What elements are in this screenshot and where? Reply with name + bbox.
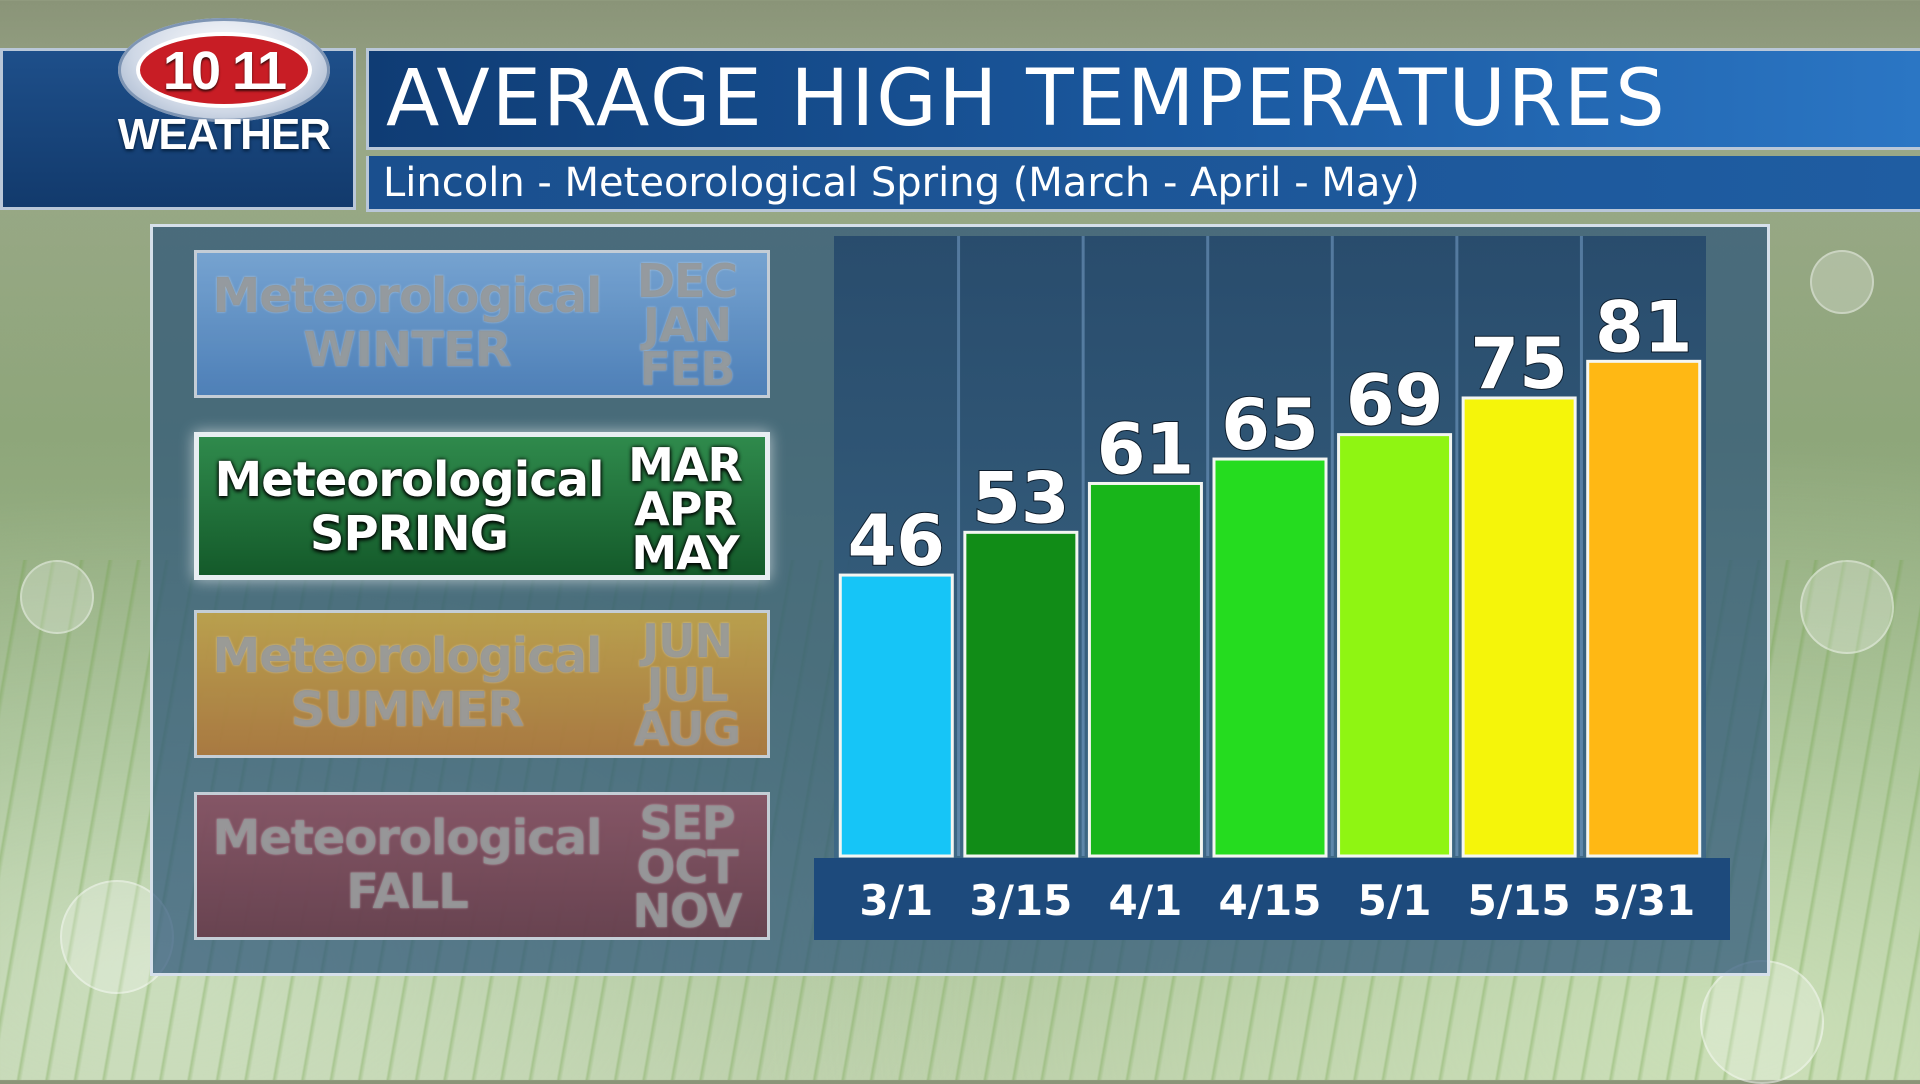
season-name: Meteorological WINTER xyxy=(197,269,617,377)
bar-5-15 xyxy=(1461,396,1577,858)
bokeh-light xyxy=(1800,560,1894,654)
season-month: AUG xyxy=(633,702,741,756)
logo-badge xyxy=(136,32,312,108)
title-bar xyxy=(366,48,1920,150)
logo-number: 10 11 xyxy=(162,41,287,101)
bokeh-light xyxy=(1700,960,1824,1084)
bar-value-label: 61 xyxy=(1097,408,1194,490)
subtitle-bar xyxy=(366,156,1920,212)
bokeh-light xyxy=(1810,250,1874,314)
bar-value-label: 81 xyxy=(1595,286,1692,368)
bar-value-label: 53 xyxy=(972,457,1069,539)
season-months: DEC JAN FEB xyxy=(617,254,757,396)
season-month: NOV xyxy=(632,884,743,938)
season-months: SEP OCT NOV xyxy=(617,796,757,938)
season-card-winter: Meteorological WINTER DEC JAN FEB xyxy=(194,250,770,398)
season-card-summer: Meteorological SUMMER JUN JUL AUG xyxy=(194,610,770,758)
season-month: JUN xyxy=(642,614,733,668)
page-subtitle: Lincoln - Meteorological Spring (March -… xyxy=(383,160,1420,206)
page-title: AVERAGE HIGH TEMPERATURES xyxy=(386,54,1667,144)
season-name-line1: Meteorological xyxy=(212,810,603,866)
bar-5-1 xyxy=(1337,433,1453,858)
x-axis-band xyxy=(814,858,1730,940)
x-tick-label: 4/15 xyxy=(1218,876,1321,925)
x-tick-label: 3/15 xyxy=(969,876,1072,925)
bar-value-label: 69 xyxy=(1346,360,1443,442)
logo-label: WEATHER xyxy=(117,110,331,159)
x-tick-label: 5/15 xyxy=(1468,876,1571,925)
season-month: DEC xyxy=(636,254,738,308)
x-tick-label: 5/31 xyxy=(1592,876,1695,925)
season-month: MAY xyxy=(631,526,739,580)
bar-3-15 xyxy=(963,530,1079,858)
season-month: FEB xyxy=(639,342,736,396)
bar-4-15 xyxy=(1212,457,1328,858)
bar-4-1 xyxy=(1087,481,1203,858)
season-month: JAN xyxy=(642,298,732,352)
bar-3-1 xyxy=(838,573,954,858)
season-name-line1: Meteorological xyxy=(212,628,603,684)
season-card-fall: Meteorological FALL SEP OCT NOV xyxy=(194,792,770,940)
season-name-line2: SUMMER xyxy=(290,682,525,738)
season-months: JUN JUL AUG xyxy=(617,614,757,756)
season-name: Meteorological SPRING xyxy=(199,453,619,561)
season-name-line1: Meteorological xyxy=(214,452,605,508)
x-tick-label: 5/1 xyxy=(1358,876,1432,925)
season-name: Meteorological SUMMER xyxy=(197,629,617,737)
season-month: SEP xyxy=(639,796,735,850)
bar-value-label: 46 xyxy=(848,500,945,582)
season-month: JUL xyxy=(646,658,729,712)
season-month: APR xyxy=(634,482,737,536)
x-tick-label: 3/1 xyxy=(859,876,933,925)
bar-value-label: 65 xyxy=(1221,384,1318,466)
season-name-line2: FALL xyxy=(346,864,469,920)
season-month: MAR xyxy=(628,438,743,492)
bokeh-light xyxy=(20,560,94,634)
x-tick-label: 4/1 xyxy=(1109,876,1183,925)
season-name-line1: Meteorological xyxy=(212,268,603,324)
bar-value-label: 75 xyxy=(1470,323,1567,405)
season-month: OCT xyxy=(636,840,738,894)
season-name-line2: SPRING xyxy=(309,506,509,562)
season-months: MAR APR MAY xyxy=(615,438,755,580)
bar-5-31 xyxy=(1586,359,1702,858)
season-name-line2: WINTER xyxy=(303,322,511,378)
season-name: Meteorological FALL xyxy=(197,811,617,919)
season-card-spring: Meteorological SPRING MAR APR MAY xyxy=(194,432,770,580)
